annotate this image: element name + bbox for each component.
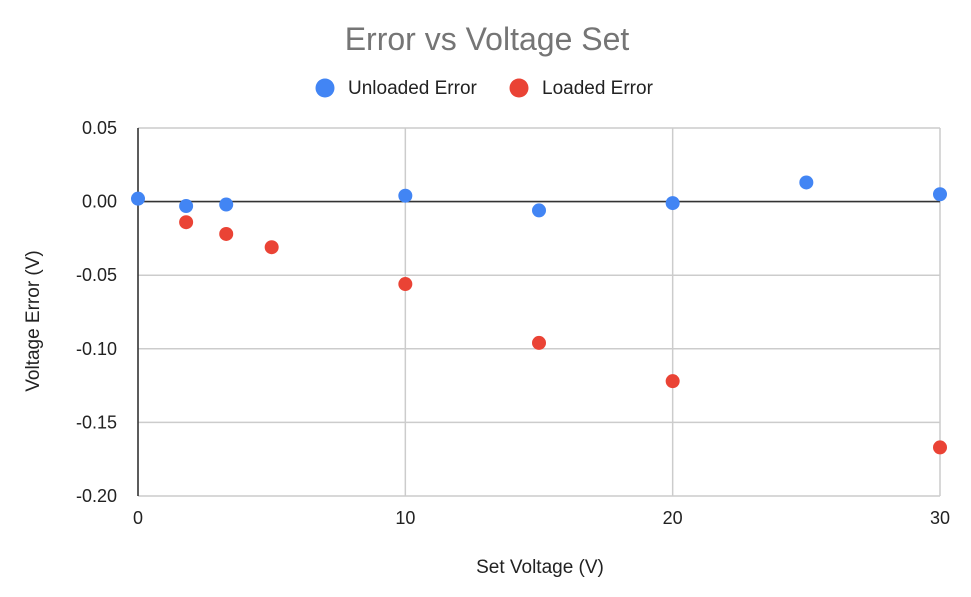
point-loaded-error [219,226,234,241]
point-loaded-error [933,440,947,455]
y-tick-label: -0.05 [76,265,117,285]
point-unloaded-error [532,203,546,218]
point-loaded-error [398,277,413,292]
chart-title: Error vs Voltage Set [345,21,630,57]
y-tick-label: -0.15 [76,412,117,432]
gridlines [138,127,941,497]
x-tick-label: 10 [395,508,415,528]
x-tick-label: 30 [930,508,950,528]
y-tick-label: -0.20 [76,486,117,506]
point-unloaded-error [799,175,814,190]
axes [137,128,940,496]
y-tick-label: 0.05 [82,118,117,138]
point-loaded-error [532,335,546,350]
point-unloaded-error [131,191,145,206]
x-axis-title: Set Voltage (V) [476,557,604,578]
legend-marker-loaded-error [509,78,529,98]
data-points [131,175,947,455]
legend-label-unloaded-error: Unloaded Error [348,78,478,99]
point-loaded-error [264,240,279,255]
point-loaded-error [179,215,194,230]
point-loaded-error [665,374,680,389]
point-unloaded-error [665,196,680,211]
x-tick-label: 0 [133,508,143,528]
legend-marker-unloaded-error [315,78,335,98]
y-tick-label: -0.10 [76,339,117,359]
point-unloaded-error [933,187,947,202]
point-unloaded-error [179,199,194,214]
tick-labels: 0.05 0.00 -0.05 -0.10 -0.15 -0.20 0 10 20 30 [76,118,950,528]
point-unloaded-error [219,197,234,212]
legend: Unloaded Error Loaded Error [315,78,654,99]
point-unloaded-error [398,188,413,203]
legend-label-loaded-error: Loaded Error [542,78,654,99]
x-tick-label: 20 [663,508,683,528]
y-tick-label: 0.00 [82,192,117,212]
y-axis-title: Voltage Error (V) [23,250,44,392]
